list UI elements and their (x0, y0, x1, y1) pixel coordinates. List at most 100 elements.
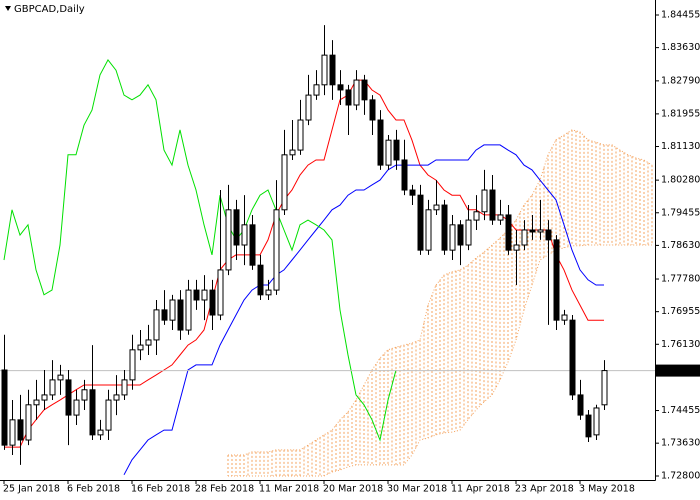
candle-body (473, 211, 480, 221)
candle-body (545, 229, 552, 241)
candle-body (1, 369, 8, 446)
x-tick-label: 11 Mar 2018 (259, 484, 319, 495)
candle-body (497, 214, 504, 221)
candle-body (65, 379, 72, 416)
cloud-span-a (228, 129, 653, 456)
candle-body (33, 399, 40, 406)
candle-body (561, 314, 568, 321)
candle-body (321, 54, 328, 86)
candle-body (73, 399, 80, 416)
lines-layer (3, 58, 653, 477)
y-tick-label: 1.74455 (661, 405, 700, 416)
candle-body (377, 119, 384, 166)
candle-body (201, 289, 208, 301)
symbol-menu-icon[interactable] (5, 6, 11, 11)
candle-body (401, 159, 408, 191)
x-tick-label: 30 Mar 2018 (387, 484, 447, 495)
y-tick-label: 1.82790 (661, 75, 700, 86)
candle-body (537, 229, 544, 233)
candle-body (305, 94, 312, 121)
x-tick-label: 3 May 2018 (579, 484, 635, 495)
candle-body (553, 239, 560, 321)
y-tick-label: 1.77780 (661, 274, 700, 285)
candle-body (281, 154, 288, 211)
y-tick-label: 1.81130 (661, 141, 700, 152)
axes-layer: 1.84455 1.83630 1.82790 1.81955 1.81130 1.802… (3, 10, 700, 495)
candle-body (297, 119, 304, 151)
candle-body (481, 189, 488, 213)
candle-body (185, 289, 192, 331)
candle-body (177, 299, 184, 331)
candle-body (353, 79, 360, 106)
candle-body (393, 139, 400, 161)
x-tick-label: 25 Jan 2018 (3, 484, 60, 495)
candle-body (241, 224, 248, 246)
x-tick-label: 16 Feb 2018 (131, 484, 190, 495)
y-tick-label: 1.78630 (661, 240, 700, 251)
indicator-line (4, 79, 604, 448)
candle-body (41, 394, 48, 401)
y-tick-label: 1.84455 (661, 10, 700, 21)
candle-body (329, 54, 336, 86)
candle-body (169, 299, 176, 321)
candle-body (249, 224, 256, 266)
y-tick-label: 1.76955 (661, 306, 700, 317)
candle-body (161, 309, 168, 321)
candle-body (225, 209, 232, 271)
candle-body (289, 149, 296, 156)
candle-body (9, 419, 16, 446)
y-tick-label: 1.80280 (661, 175, 700, 186)
candle-body (217, 269, 224, 316)
x-tick-label: 23 Apr 2018 (515, 484, 574, 495)
candle-body (233, 209, 240, 246)
candle-body (313, 84, 320, 96)
candle-body (81, 389, 88, 401)
indicator-line (123, 144, 604, 476)
candle-body (97, 429, 104, 436)
candle-body (49, 379, 56, 396)
candle-body (409, 189, 416, 196)
candle-body (601, 370, 608, 406)
candle-body (345, 89, 352, 106)
candle-body (425, 209, 432, 251)
y-tick-label: 1.73630 (661, 438, 700, 449)
candle-body (521, 229, 528, 246)
symbol-label: GBPCAD,Daily (14, 4, 85, 15)
candle-body (17, 419, 24, 441)
candle-body (209, 289, 216, 316)
candle-body (89, 389, 96, 436)
indicator-line (3, 58, 397, 442)
candle-body (457, 224, 464, 246)
candle-body (113, 394, 120, 401)
candle-body (529, 229, 536, 233)
candle-body (449, 224, 456, 251)
cloud-layer (227, 129, 653, 476)
candle-body (129, 349, 136, 381)
candles-layer (0, 25, 655, 465)
candle-body (593, 407, 600, 436)
candle-body (385, 139, 392, 166)
candle-body (121, 379, 128, 396)
candle-body (193, 289, 200, 301)
candle-body (145, 339, 152, 346)
candle-body (433, 204, 440, 211)
candle-body (585, 414, 592, 438)
x-tick-label: 20 Mar 2018 (323, 484, 383, 495)
candle-body (577, 394, 584, 416)
x-tick-label: 28 Feb 2018 (195, 484, 254, 495)
y-tick-label: 1.83630 (661, 42, 700, 53)
candle-body (57, 374, 64, 381)
candle-body (257, 264, 264, 296)
y-tick-label: 1.76130 (661, 339, 700, 350)
candle-body (569, 319, 576, 396)
last-price-box (656, 364, 700, 377)
candle-body (105, 399, 112, 431)
candle-body (25, 404, 32, 441)
x-tick-label: 6 Feb 2018 (67, 484, 120, 495)
y-tick-label: 1.79455 (661, 207, 700, 218)
candle-body (417, 194, 424, 251)
candle-body (513, 244, 520, 251)
candle-body (273, 209, 280, 291)
candle-body (153, 309, 160, 341)
